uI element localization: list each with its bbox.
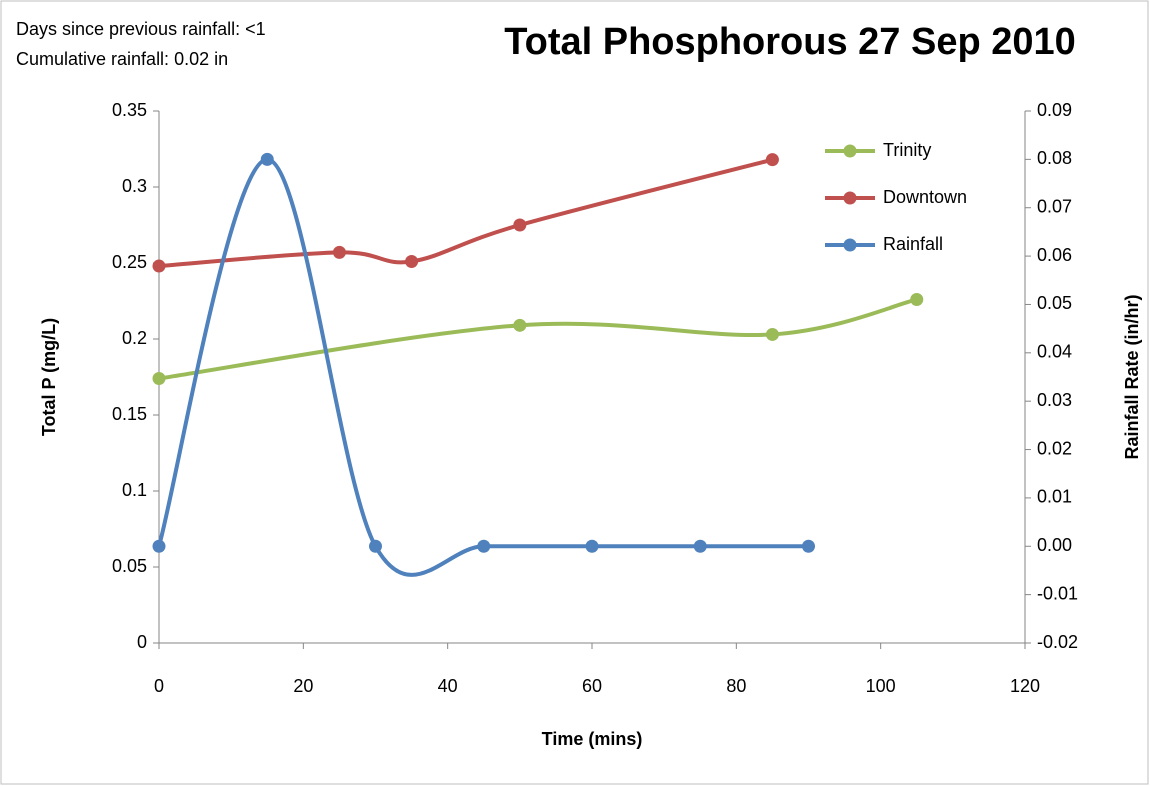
y2-tick-label: 0.06 bbox=[1037, 245, 1072, 265]
x-tick-label: 80 bbox=[726, 676, 746, 696]
y2-tick-label: 0.05 bbox=[1037, 293, 1072, 313]
data-point bbox=[585, 539, 599, 553]
series-line bbox=[158, 157, 773, 269]
legend-marker bbox=[843, 144, 857, 158]
legend-marker bbox=[843, 238, 857, 252]
y-tick-label: 0.1 bbox=[122, 480, 147, 500]
data-point bbox=[802, 539, 815, 553]
x-tick-label: 60 bbox=[582, 676, 602, 696]
y2-tick-label: 0.07 bbox=[1037, 196, 1072, 216]
legend-label: Trinity bbox=[883, 140, 931, 160]
y2-tick-label: 0.08 bbox=[1037, 148, 1072, 168]
data-point bbox=[513, 218, 527, 232]
x-axis-label: Time (mins) bbox=[542, 729, 643, 749]
y-tick-label: 0.15 bbox=[112, 404, 147, 424]
y2-tick-label: 0.09 bbox=[1037, 100, 1072, 120]
x-tick-label: 120 bbox=[1010, 676, 1040, 696]
annotation: Cumulative rainfall: 0.02 in bbox=[16, 49, 228, 69]
y2-tick-label: 0.03 bbox=[1037, 390, 1072, 410]
annotation: Days since previous rainfall: <1 bbox=[16, 19, 266, 39]
y2-axis-label: Rainfall Rate (in/hr) bbox=[1122, 294, 1142, 459]
legend-label: Rainfall bbox=[883, 234, 943, 254]
series-line bbox=[157, 157, 809, 577]
data-point bbox=[152, 539, 166, 553]
y-axis-label: Total P (mg/L) bbox=[39, 318, 59, 436]
y-tick-label: 0 bbox=[137, 632, 147, 652]
data-point bbox=[693, 539, 707, 553]
y-tick-label: 0.35 bbox=[112, 100, 147, 120]
y2-tick-label: -0.02 bbox=[1037, 632, 1078, 652]
series-line bbox=[158, 297, 918, 381]
data-point bbox=[765, 327, 779, 341]
data-point bbox=[152, 372, 166, 386]
y-tick-label: 0.2 bbox=[122, 328, 147, 348]
x-tick-label: 40 bbox=[438, 676, 458, 696]
data-point bbox=[513, 318, 527, 332]
x-tick-label: 0 bbox=[154, 676, 164, 696]
data-point bbox=[405, 254, 419, 268]
y-tick-label: 0.3 bbox=[122, 176, 147, 196]
y-tick-label: 0.25 bbox=[112, 252, 147, 272]
y2-tick-label: 0.02 bbox=[1037, 438, 1072, 458]
data-point bbox=[260, 152, 274, 166]
x-tick-label: 20 bbox=[293, 676, 313, 696]
y2-tick-label: 0.01 bbox=[1037, 487, 1072, 507]
data-point bbox=[910, 292, 924, 306]
data-point bbox=[369, 539, 382, 553]
y-tick-label: 0.05 bbox=[112, 556, 147, 576]
y2-tick-label: 0.00 bbox=[1037, 535, 1072, 555]
data-point bbox=[477, 539, 491, 553]
data-point bbox=[765, 153, 779, 167]
y2-tick-label: 0.04 bbox=[1037, 342, 1072, 362]
x-tick-label: 100 bbox=[866, 676, 896, 696]
y2-tick-label: -0.01 bbox=[1037, 583, 1078, 603]
legend-marker bbox=[843, 191, 857, 205]
data-point bbox=[152, 259, 166, 273]
legend-label: Downtown bbox=[883, 187, 967, 207]
chart-title: Total Phosphorous 27 Sep 2010 bbox=[504, 21, 1076, 63]
data-point bbox=[332, 245, 346, 259]
